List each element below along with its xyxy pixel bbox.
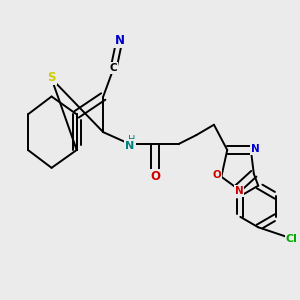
Text: O: O (212, 170, 221, 180)
Text: C: C (110, 63, 117, 73)
Text: Cl: Cl (286, 234, 298, 244)
Text: N: N (235, 186, 243, 196)
Text: N: N (115, 34, 124, 46)
Text: H: H (128, 135, 135, 145)
Text: O: O (150, 170, 160, 183)
Text: N: N (251, 143, 260, 154)
Text: S: S (47, 71, 56, 84)
Text: N: N (125, 140, 134, 151)
